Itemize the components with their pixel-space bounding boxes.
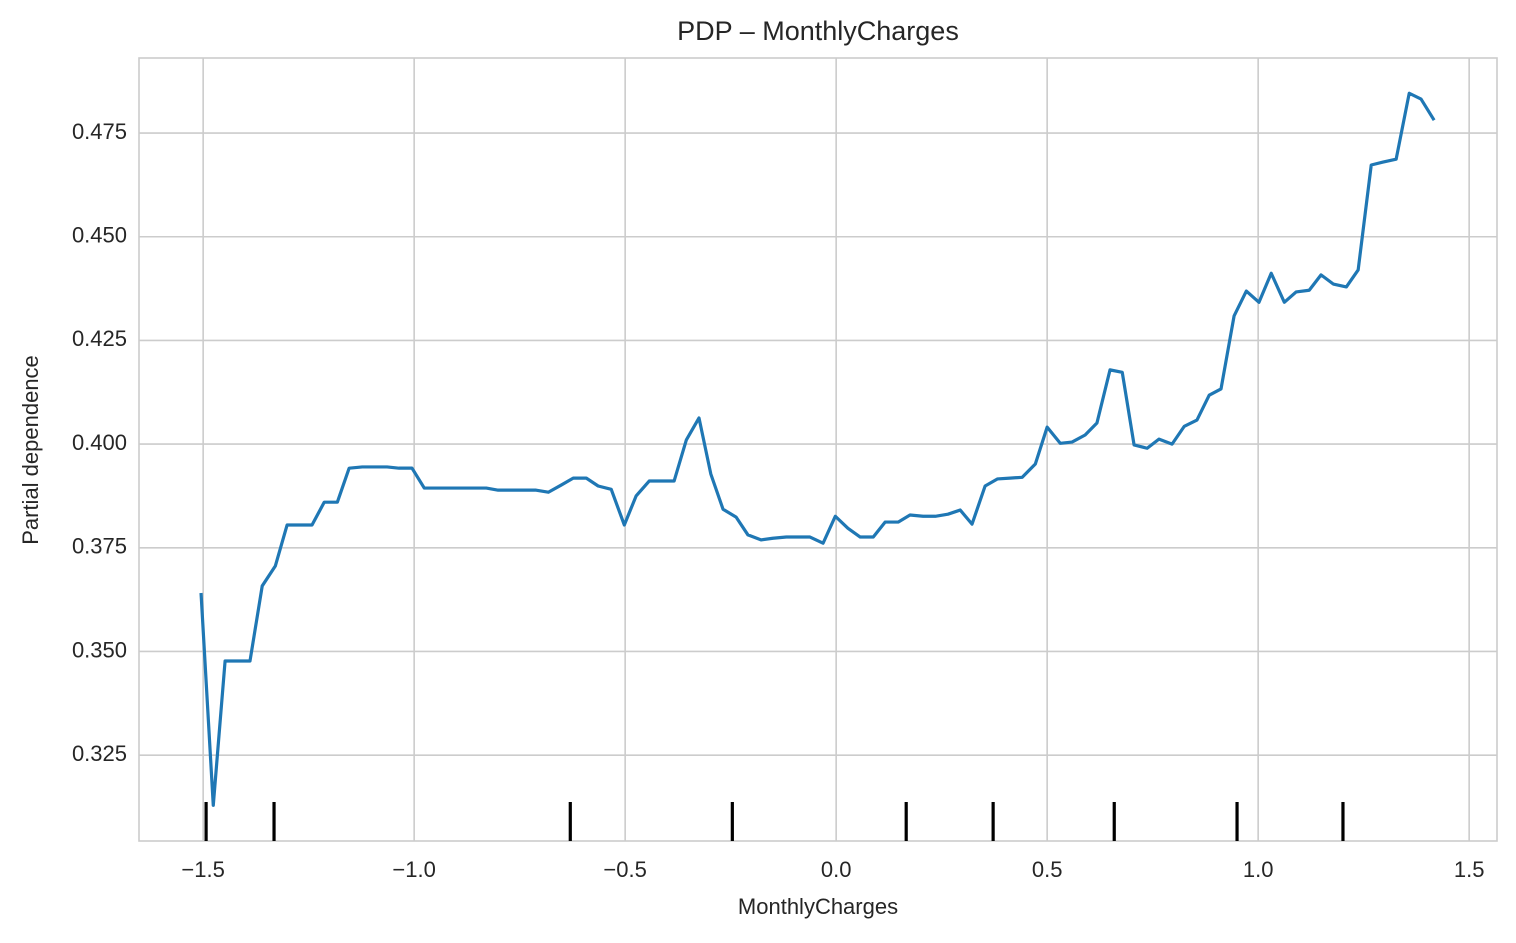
- x-tick-label: 0.5: [1032, 857, 1063, 882]
- chart-title: PDP – MonthlyCharges: [677, 16, 959, 46]
- plot-frame: [138, 57, 1498, 842]
- y-axis-label: Partial dependence: [18, 355, 43, 545]
- pd-line: [199, 91, 1436, 807]
- x-axis-label: MonthlyCharges: [738, 894, 898, 919]
- y-tick-label: 0.425: [72, 326, 127, 351]
- x-tick-label: 1.0: [1243, 857, 1274, 882]
- x-tick-label: −1.5: [181, 857, 224, 882]
- x-tick-label: 0.0: [821, 857, 852, 882]
- y-tick-label: 0.375: [72, 534, 127, 559]
- y-tick-label: 0.350: [72, 637, 127, 662]
- y-tick-label: 0.325: [72, 741, 127, 766]
- y-tick-label: 0.475: [72, 119, 127, 144]
- y-tick-label: 0.400: [72, 430, 127, 455]
- x-tick-label: 1.5: [1454, 857, 1485, 882]
- y-tick-label: 0.450: [72, 223, 127, 248]
- x-tick-label: −0.5: [603, 857, 646, 882]
- x-tick-label: −1.0: [392, 857, 435, 882]
